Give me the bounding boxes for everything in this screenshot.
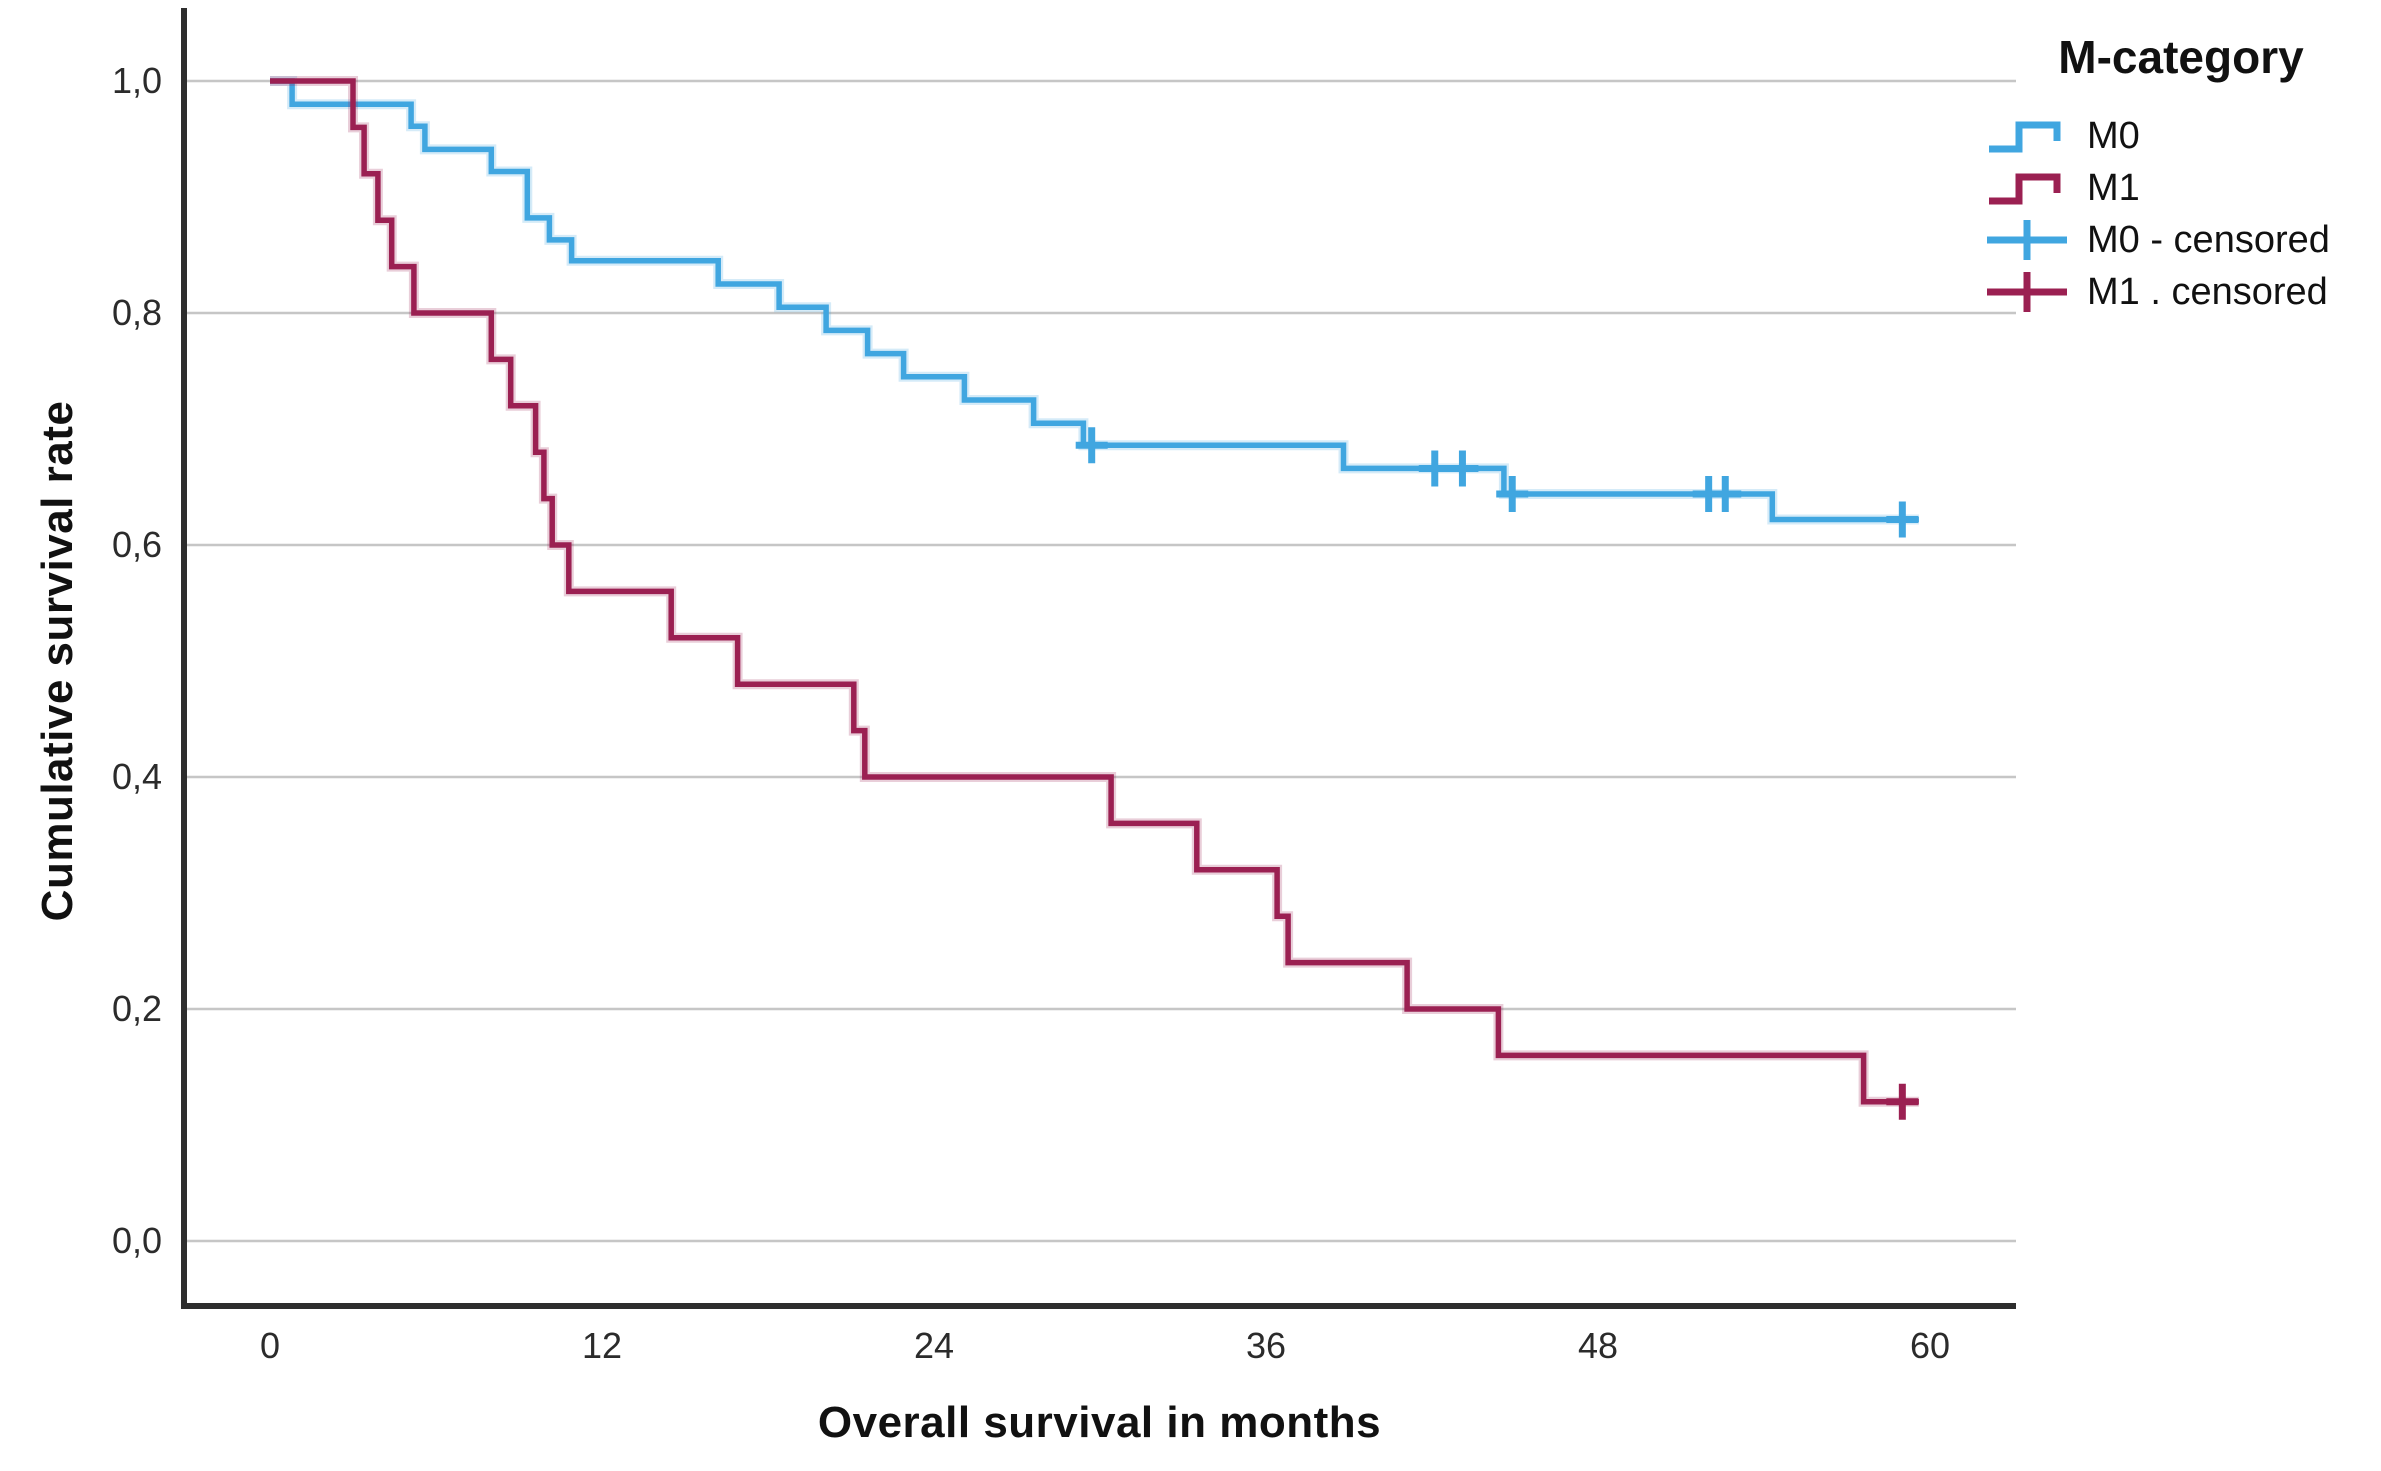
x-tick-label: 12 — [582, 1325, 622, 1366]
x-axis-title: Overall survival in months — [817, 1398, 1382, 1447]
x-tick-label: 36 — [1246, 1325, 1286, 1366]
censored-plus-icon — [1987, 272, 2067, 312]
x-tick-label: 48 — [1578, 1325, 1618, 1366]
legend-item-m0: M0 — [1985, 112, 2377, 160]
y-axis-title: Cumulative survival rate — [33, 400, 82, 922]
legend-item-label: M0 — [2087, 114, 2140, 157]
step-line-icon — [1989, 173, 2061, 205]
legend-item-m1: M1 — [1985, 164, 2377, 212]
legend-item-label: M1 — [2087, 166, 2140, 209]
legend: M-category M0 M1 M0 - censored M1 . censore… — [1985, 30, 2377, 320]
censor-mark-m1 — [1886, 1083, 1919, 1120]
y-tick-label: 0,4 — [112, 756, 162, 797]
legend-items: M0 M1 M0 - censored M1 . censored — [1985, 112, 2377, 316]
legend-item-label: M0 - censored — [2087, 218, 2330, 261]
censored-plus-icon — [1987, 220, 2067, 260]
x-tick-label: 0 — [260, 1325, 280, 1366]
y-tick-label: 0,6 — [112, 524, 162, 565]
censor-mark-m0 — [1446, 450, 1479, 487]
y-tick-label: 1,0 — [112, 60, 162, 101]
censor-mark-m0 — [1709, 475, 1742, 512]
y-tick-label: 0,0 — [112, 1220, 162, 1261]
x-tick-label: 60 — [1910, 1325, 1950, 1366]
censor-mark-m0 — [1886, 501, 1919, 538]
m1-curve — [270, 78, 1919, 1105]
censor-mark-m0 — [1418, 450, 1451, 487]
censor-mark-m0 — [1496, 475, 1529, 512]
m1-curve-halo — [270, 76, 1919, 1107]
y-tick-label: 0,2 — [112, 988, 162, 1029]
legend-title: M-category — [2058, 31, 2304, 83]
step-line-icon — [1989, 121, 2061, 153]
legend-item-m1-censored: M1 . censored — [1985, 268, 2377, 316]
y-tick-label: 0,8 — [112, 292, 162, 333]
censor-mark-m0 — [1075, 427, 1108, 464]
legend-item-label: M1 . censored — [2087, 270, 2328, 313]
legend-item-m0-censored: M0 - censored — [1985, 216, 2377, 264]
x-tick-label: 24 — [914, 1325, 954, 1366]
m0-curve — [270, 78, 1919, 523]
